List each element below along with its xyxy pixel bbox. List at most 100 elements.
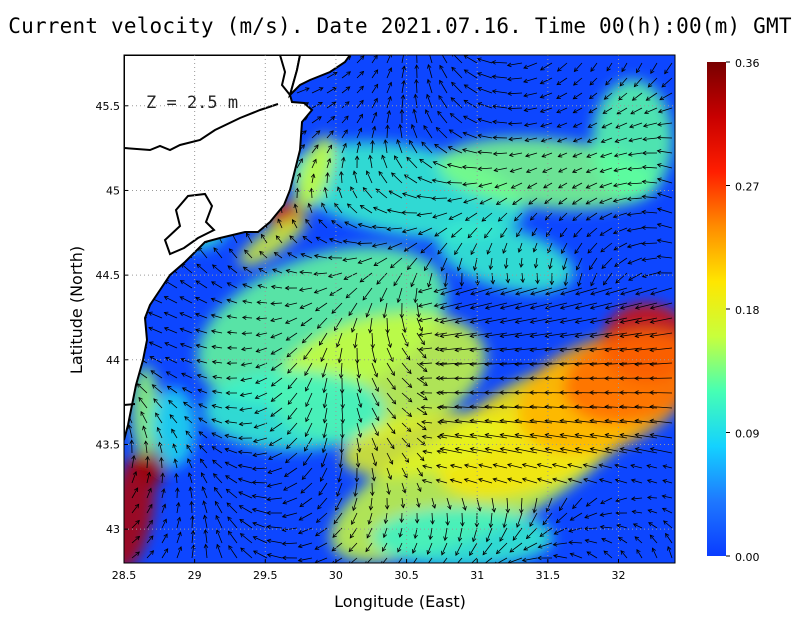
velocity-arrow [418, 317, 433, 323]
velocity-arrow [391, 172, 403, 184]
velocity-arrow [435, 478, 448, 484]
velocity-arrow [272, 268, 283, 274]
velocity-arrow [214, 500, 223, 514]
velocity-arrow [339, 170, 344, 184]
velocity-arrow [270, 407, 283, 417]
velocity-arrow [494, 557, 508, 563]
velocity-arrow [293, 203, 298, 214]
velocity-arrow [439, 317, 463, 324]
velocity-arrow [311, 130, 321, 139]
velocity-arrow [336, 482, 343, 497]
velocity-arrow [539, 77, 553, 85]
velocity-arrow [602, 272, 613, 286]
velocity-arrow [477, 149, 493, 155]
velocity-arrow [334, 317, 343, 332]
velocity-arrow [143, 440, 149, 454]
velocity-arrow [356, 99, 364, 109]
velocity-arrow [612, 212, 628, 219]
velocity-arrow [286, 422, 298, 435]
velocity-arrow [598, 478, 613, 484]
velocity-arrow [588, 257, 598, 271]
velocity-arrow [372, 206, 388, 214]
velocity-arrow [283, 467, 298, 477]
velocity-arrow [434, 346, 448, 352]
velocity-arrow [634, 536, 643, 544]
velocity-arrow [403, 242, 418, 252]
velocity-arrow [401, 227, 418, 234]
velocity-arrow [287, 252, 298, 259]
velocity-arrow [529, 332, 553, 339]
velocity-arrow [574, 447, 598, 454]
velocity-arrow [396, 557, 403, 563]
velocity-arrow [516, 227, 523, 238]
velocity-arrow [604, 432, 628, 439]
velocity-arrow [176, 516, 182, 529]
velocity-arrow [314, 542, 328, 550]
velocity-arrow [356, 85, 364, 94]
velocity-arrow [297, 542, 313, 549]
velocity-arrow [351, 317, 358, 333]
velocity-arrow [416, 437, 426, 446]
velocity-arrow [556, 107, 568, 114]
velocity-arrow [539, 92, 553, 99]
velocity-arrow [417, 176, 433, 184]
velocity-arrow [251, 480, 268, 485]
velocity-arrow [266, 482, 283, 488]
velocity-arrow [662, 479, 673, 484]
velocity-arrow [181, 387, 193, 394]
velocity-arrow [163, 296, 178, 304]
velocity-arrow [605, 287, 628, 296]
velocity-arrow [619, 447, 643, 454]
velocity-arrow [300, 252, 313, 259]
velocity-arrow [270, 284, 283, 290]
velocity-arrow [464, 212, 478, 221]
velocity-arrow [146, 471, 151, 484]
velocity-arrow [406, 257, 418, 271]
velocity-arrow [651, 547, 658, 559]
velocity-arrow [584, 538, 598, 544]
velocity-arrow [507, 477, 523, 484]
southwest-border [124, 403, 136, 406]
velocity-arrow [634, 317, 658, 324]
velocity-arrow [476, 57, 493, 64]
velocity-arrow [540, 137, 553, 143]
velocity-arrow [499, 361, 523, 367]
velocity-arrow [341, 156, 346, 169]
velocity-arrow [416, 302, 421, 319]
velocity-arrow [589, 317, 613, 324]
velocity-arrow [353, 482, 358, 497]
velocity-arrow [582, 463, 598, 469]
velocity-arrow [436, 449, 448, 454]
velocity-arrow [463, 197, 478, 204]
velocity-arrow [599, 197, 613, 204]
velocity-arrow [254, 392, 268, 399]
velocity-arrow [326, 144, 333, 154]
speed-patch [151, 387, 196, 468]
colorbar-tick-label: 0.00 [735, 551, 760, 564]
velocity-arrow [540, 122, 553, 128]
velocity-arrow [321, 437, 328, 454]
velocity-arrow [664, 62, 673, 75]
velocity-arrow [499, 317, 523, 324]
velocity-arrow [359, 204, 373, 214]
velocity-arrow [267, 467, 283, 474]
y-axis-label: Latitude (North) [67, 246, 86, 374]
velocity-arrow [304, 422, 313, 438]
velocity-arrow [505, 497, 511, 514]
velocity-arrow [186, 444, 193, 454]
velocity-arrow [414, 78, 419, 94]
velocity-arrow [239, 533, 253, 544]
velocity-arrow [507, 91, 523, 96]
y-tick-label: 45 [106, 184, 120, 197]
velocity-arrow [401, 192, 418, 199]
velocity-arrow [356, 241, 373, 246]
velocity-arrow [252, 452, 268, 458]
velocity-arrow [346, 203, 358, 214]
velocity-arrow [613, 167, 628, 173]
velocity-arrow [469, 302, 493, 310]
velocity-arrow [371, 83, 379, 94]
velocity-arrow [601, 257, 613, 269]
velocity-arrow [420, 242, 433, 254]
velocity-arrow [335, 332, 343, 348]
velocity-arrow [536, 462, 553, 469]
